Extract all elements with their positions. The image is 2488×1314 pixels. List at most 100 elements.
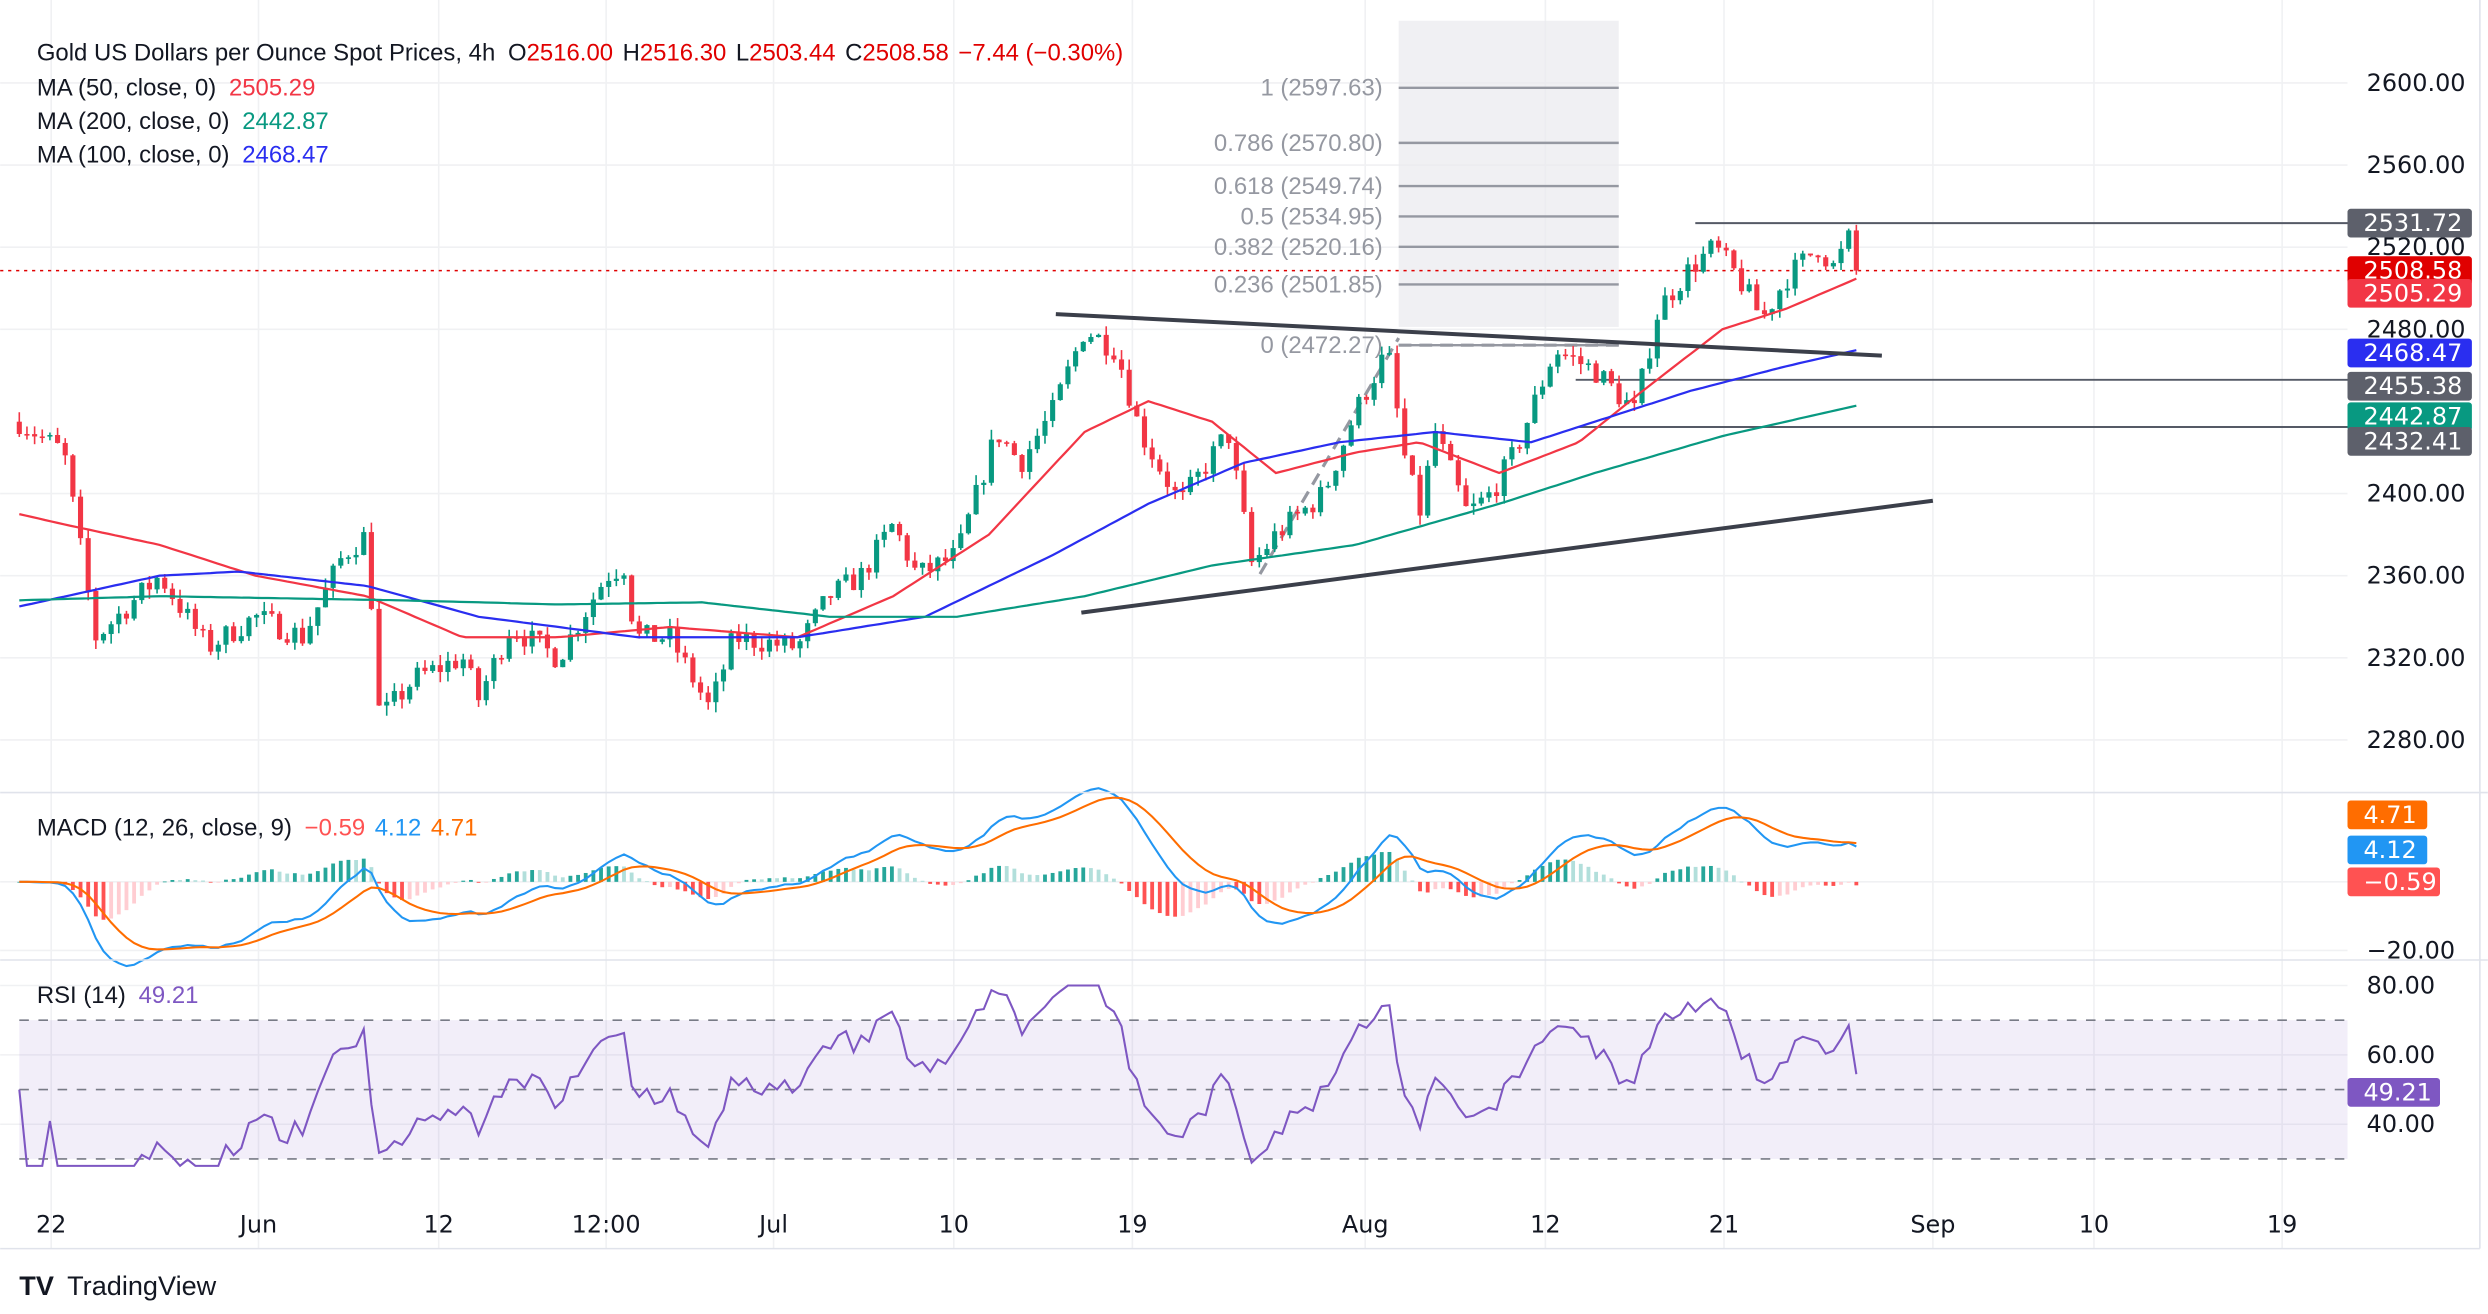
candle-body: [1738, 268, 1745, 292]
candle-body: [391, 691, 397, 702]
candle-body: [1371, 383, 1377, 400]
candle-body: [1539, 386, 1546, 395]
candle-body: [1034, 435, 1040, 450]
macd-histogram-bar: [1326, 874, 1331, 882]
macd-histogram-bar: [1563, 859, 1568, 882]
candle-body: [1647, 358, 1653, 369]
candle-body: [690, 657, 696, 683]
macd-histogram-bar: [1387, 851, 1392, 882]
legend-ma50[interactable]: MA (50, close, 0) 2505.29: [37, 75, 316, 102]
macd-histogram-bar: [622, 866, 626, 882]
candle-body: [368, 532, 374, 609]
time-tick-label: 12: [1530, 1211, 1560, 1239]
candle-body: [116, 613, 122, 625]
macd-histogram-bar: [912, 877, 917, 882]
macd-histogram-bar: [1441, 881, 1445, 889]
macd-histogram-bar: [1701, 866, 1706, 882]
macd-histogram-bar: [1762, 881, 1767, 896]
macd-histogram-bar: [170, 880, 175, 882]
macd-histogram-bar: [591, 870, 596, 882]
macd-histogram-bar: [1846, 881, 1851, 883]
candle-body: [521, 637, 528, 647]
candle-body: [1700, 253, 1706, 272]
macd-histogram-bar: [1410, 880, 1415, 882]
candle-body: [208, 629, 214, 652]
macd-histogram-bar: [553, 875, 558, 882]
rsi-line: [18, 984, 1858, 1168]
macd-histogram-bar: [1234, 881, 1239, 890]
candle-body: [1784, 288, 1791, 291]
candle-body: [973, 484, 979, 515]
macd-histogram-bar: [645, 881, 649, 883]
candle-body: [812, 609, 818, 624]
candle-body: [774, 639, 780, 646]
candle-body: [100, 634, 107, 641]
tradingview-logo-icon: TV: [19, 1270, 54, 1301]
legend-macd[interactable]: MACD (12, 26, close, 9) −0.59 4.12 4.71: [37, 815, 478, 842]
macd-histogram-bar: [1096, 869, 1101, 882]
candle-body: [1853, 230, 1859, 271]
signal-line: [19, 796, 1857, 951]
macd-histogram-bar: [415, 881, 420, 896]
macd-histogram-bar: [491, 878, 496, 882]
legend-ma100[interactable]: MA (100, close, 0) 2468.47: [37, 142, 329, 169]
candle-body: [1379, 354, 1385, 384]
rsi-tick-label: 60.00: [2367, 1041, 2435, 1069]
macd-histogram-bar: [851, 869, 856, 882]
candle-body: [1080, 341, 1086, 352]
macd-histogram-bar: [951, 881, 956, 885]
candle-body: [1830, 263, 1836, 267]
candle-body: [652, 625, 658, 642]
candle-body: [430, 665, 436, 671]
macd-histogram-bar: [1509, 881, 1514, 884]
candle-body: [1578, 356, 1584, 365]
ma100-tag: [2347, 338, 2472, 368]
tradingview-logo[interactable]: TV TradingView: [19, 1270, 216, 1301]
candle-body: [169, 588, 175, 599]
candle-body: [292, 627, 298, 643]
candle-body: [1057, 384, 1063, 401]
macd-histogram-bar: [1808, 881, 1813, 886]
candle-body: [376, 608, 382, 706]
candle-body: [1670, 295, 1676, 301]
macd-histogram-bar: [1532, 869, 1537, 882]
macd-histogram-bar: [920, 880, 925, 882]
candle-body: [996, 439, 1002, 443]
fib-retracement: 1 (2597.63) 0.786 (2570.80) 0.618 (2549.74…: [1214, 75, 1619, 575]
macd-histogram-bar: [315, 871, 320, 882]
candle-body: [185, 608, 191, 613]
candle-body: [1471, 503, 1477, 507]
candle-body: [705, 692, 711, 703]
macd-histogram-bar: [1180, 881, 1185, 916]
macd-histogram-bar: [1647, 881, 1652, 884]
macd-histogram-bar: [744, 879, 749, 882]
macd-histogram-bar: [599, 867, 603, 882]
macd-histogram-bar: [468, 879, 473, 882]
macd-histogram-bar: [338, 860, 343, 882]
candle-body: [1363, 396, 1370, 400]
macd-histogram-bar: [560, 877, 565, 882]
macd-histogram-bar: [323, 867, 328, 882]
macd-histogram-bar: [423, 881, 427, 893]
candle-body: [567, 634, 573, 660]
candle-body: [1532, 394, 1538, 423]
macd-histogram-bar: [461, 880, 466, 882]
macd-histogram-bar: [576, 874, 580, 882]
candle-body: [261, 611, 267, 615]
legend-ma200[interactable]: MA (200, close, 0) 2442.87: [37, 108, 329, 135]
candle-body: [904, 535, 910, 561]
macd-histogram-bar: [1724, 870, 1729, 882]
candle-body: [1616, 383, 1622, 405]
candle-body: [55, 435, 61, 443]
macd-histogram-bar: [1157, 881, 1162, 914]
candle-body: [1608, 371, 1614, 384]
candle-body: [613, 578, 619, 581]
macd-histogram-bar: [155, 881, 159, 885]
level-tag: [2347, 371, 2472, 401]
level-tag-text: 2531.72: [2363, 209, 2462, 237]
fib-level-label: 0.382 (2520.16): [1214, 234, 1383, 261]
candle-body: [981, 482, 987, 485]
legend-rsi[interactable]: RSI (14) 49.21: [37, 982, 199, 1009]
macd-histogram-bar: [400, 881, 404, 901]
